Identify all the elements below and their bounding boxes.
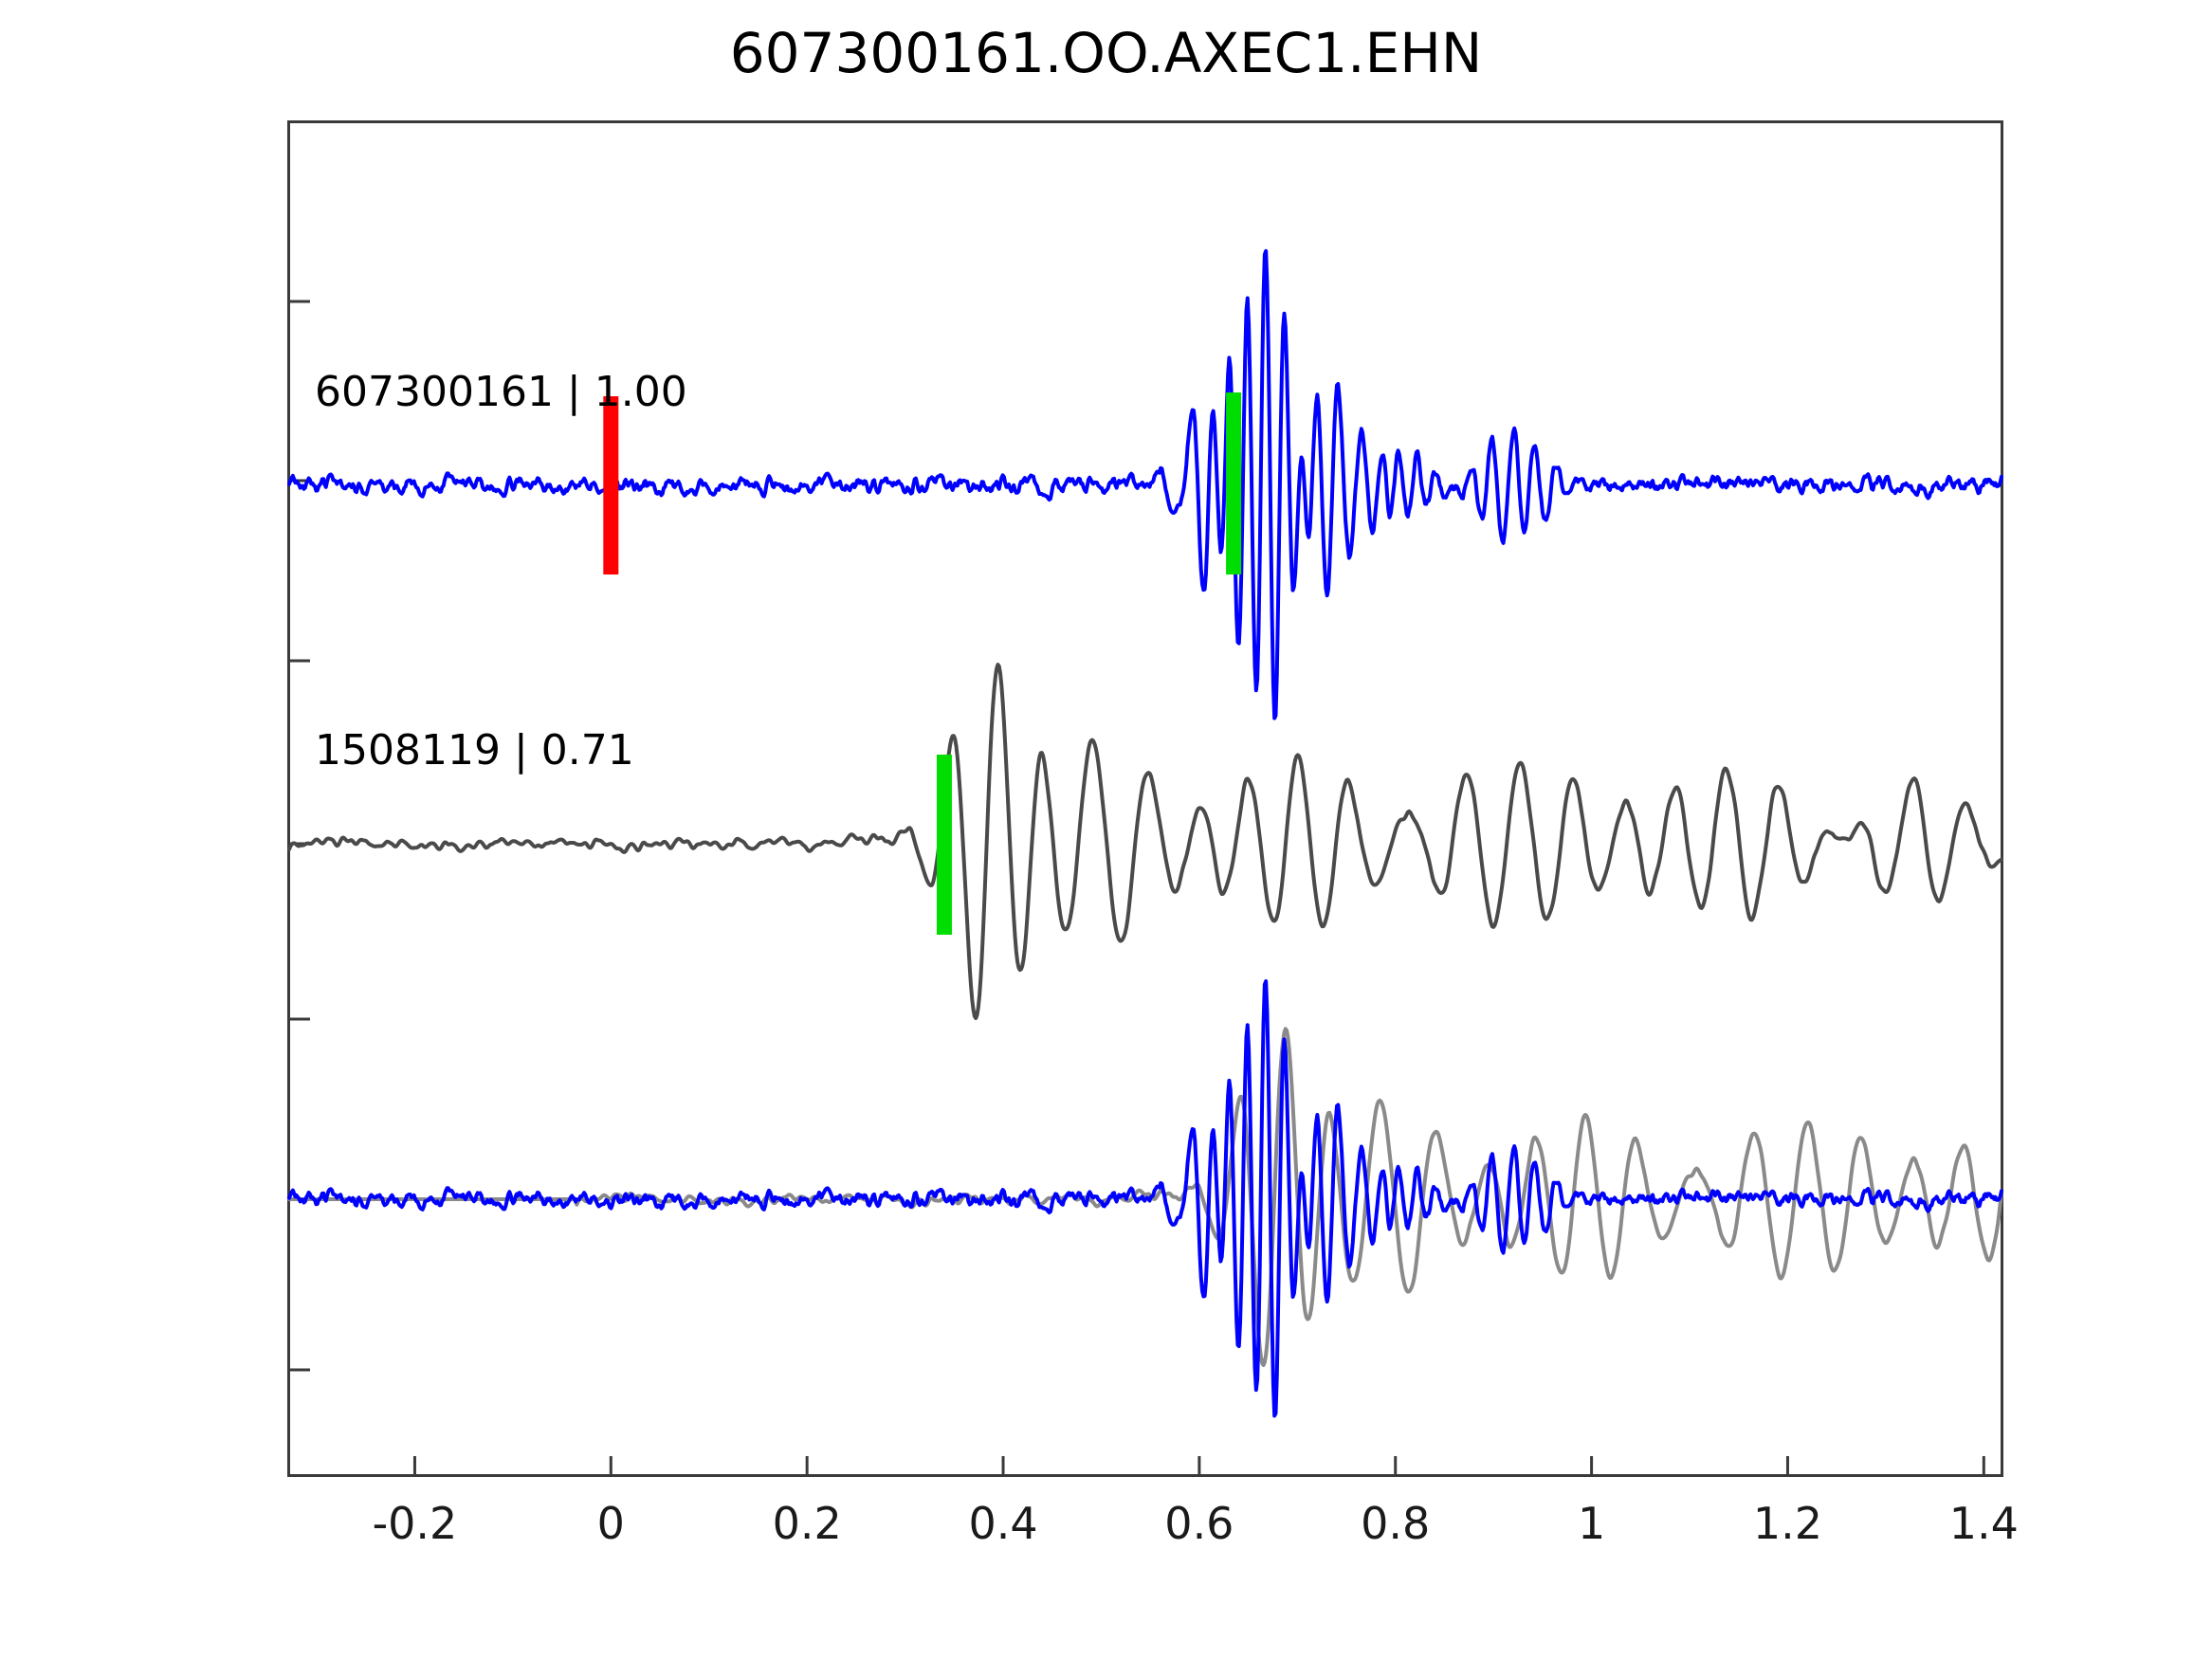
x-tick-label: 0 (596, 1498, 625, 1549)
x-tick-label: 1.2 (1752, 1498, 1823, 1549)
x-tick-label: 1 (1577, 1498, 1606, 1549)
trace-label-1: 607300161 | 1.00 (315, 368, 687, 416)
plot-frame (287, 120, 2003, 1477)
x-tick-label: 0.2 (772, 1498, 842, 1549)
x-tick-label: 0.6 (1164, 1498, 1234, 1549)
x-tick-label: 0.4 (968, 1498, 1038, 1549)
x-tick-label: 0.8 (1361, 1498, 1431, 1549)
figure-title: 607300161.OO.AXEC1.EHN (729, 21, 1483, 85)
x-tick-label: 1.4 (1948, 1498, 2019, 1549)
x-tick-label: -0.2 (372, 1498, 458, 1549)
trace-label-2: 1508119 | 0.71 (315, 726, 634, 775)
